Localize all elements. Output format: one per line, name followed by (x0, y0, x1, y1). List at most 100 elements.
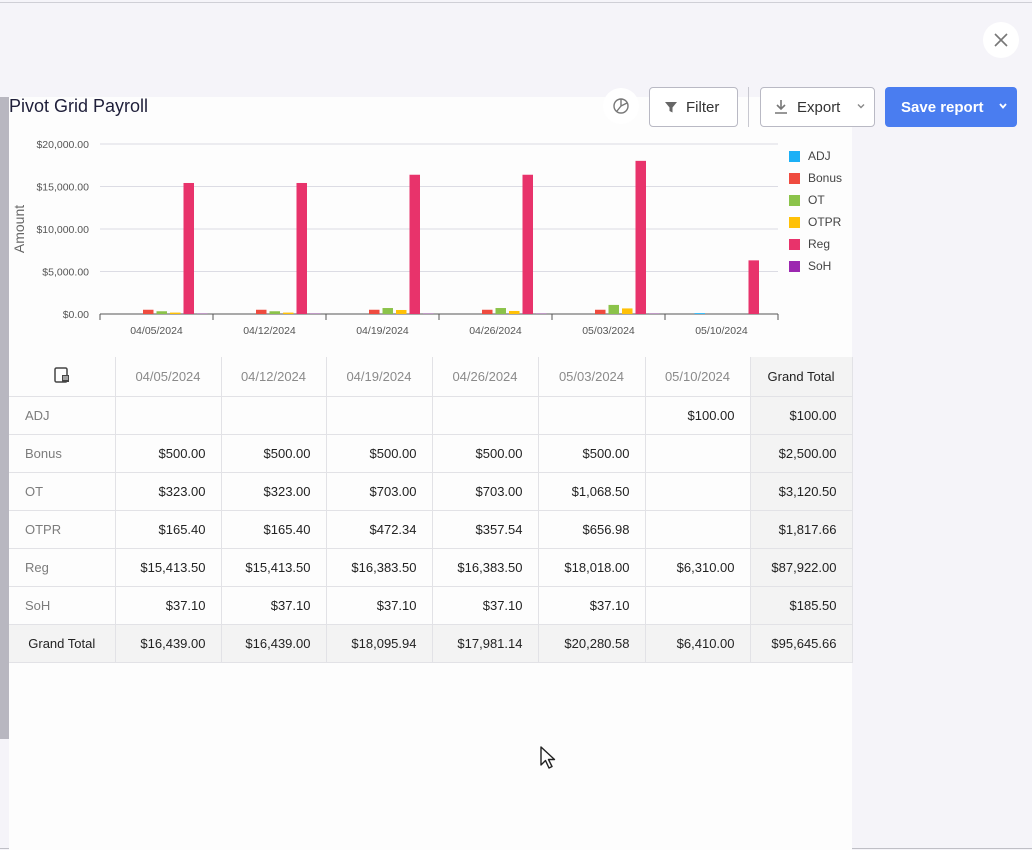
table-row: OTPR $165.40 $165.40 $472.34 $357.54 $656.98 $… (9, 509, 853, 549)
table-cell[interactable]: $500.00 (537, 433, 646, 473)
row-header[interactable]: Grand Total (9, 623, 116, 663)
table-cell[interactable]: $15,413.50 (220, 547, 327, 587)
column-header-grand-total[interactable]: Grand Total (749, 357, 853, 397)
grand-total-cell[interactable]: $185.50 (749, 585, 853, 625)
table-cell[interactable]: $500.00 (220, 433, 327, 473)
table-cell[interactable]: $16,439.00 (114, 623, 222, 663)
y-axis-title: Amount (11, 205, 27, 253)
column-header-date[interactable]: 04/19/2024 (325, 357, 433, 397)
pie-chart-icon (613, 98, 629, 114)
grand-total-cell[interactable]: $87,922.00 (749, 547, 853, 587)
filter-button[interactable]: Filter (649, 87, 738, 127)
table-cell[interactable]: $472.34 (325, 509, 433, 549)
table-cell[interactable]: $37.10 (431, 585, 539, 625)
row-header[interactable]: ADJ (9, 395, 116, 435)
table-cell[interactable]: $6,310.00 (644, 547, 751, 587)
grand-total-cell[interactable]: $1,817.66 (749, 509, 853, 549)
table-cell[interactable]: $703.00 (431, 471, 539, 511)
table-cell[interactable]: $500.00 (325, 433, 433, 473)
table-cell[interactable] (431, 395, 539, 435)
table-cell[interactable]: $656.98 (537, 509, 646, 549)
table-cell[interactable]: $1,068.50 (537, 471, 646, 511)
legend-label: Bonus (808, 171, 843, 185)
table-cell[interactable]: $16,383.50 (325, 547, 433, 587)
row-header[interactable]: Bonus (9, 433, 116, 473)
table-cell[interactable] (644, 433, 751, 473)
table-cell[interactable] (325, 395, 433, 435)
table-cell[interactable]: $703.00 (325, 471, 433, 511)
table-cell[interactable]: $100.00 (644, 395, 751, 435)
row-header[interactable]: OT (9, 471, 116, 511)
export-button[interactable]: Export (760, 87, 875, 127)
legend-item[interactable]: OT (789, 189, 842, 211)
y-tick-label: $20,000.00 (36, 139, 89, 151)
table-cell[interactable]: $6,410.00 (644, 623, 751, 663)
table-cell[interactable]: $357.54 (431, 509, 539, 549)
legend-item[interactable]: OTPR (789, 211, 842, 233)
table-cell[interactable]: $500.00 (431, 433, 539, 473)
chevron-down-icon[interactable] (998, 101, 1008, 111)
bar-bonus (595, 309, 606, 314)
grand-total-cell[interactable]: $100.00 (749, 395, 853, 435)
legend-item[interactable]: SoH (789, 255, 842, 277)
table-row: ADJ $100.00 $100.00 (9, 395, 853, 435)
mouse-cursor-icon (540, 746, 556, 769)
grand-total-cell[interactable]: $95,645.66 (749, 623, 853, 663)
row-header[interactable]: SoH (9, 585, 116, 625)
table-cell[interactable] (644, 509, 751, 549)
table-row: SoH $37.10 $37.10 $37.10 $37.10 $37.10 $185.50 (9, 585, 853, 625)
bar-otpr (396, 309, 407, 314)
row-header[interactable]: OTPR (9, 509, 116, 549)
table-cell[interactable]: $500.00 (114, 433, 222, 473)
toolbar-divider (748, 87, 749, 127)
table-cell[interactable]: $17,981.14 (431, 623, 539, 663)
table-cell[interactable]: $323.00 (114, 471, 222, 511)
column-header-date[interactable]: 05/10/2024 (644, 357, 751, 397)
legend-item[interactable]: ADJ (789, 145, 842, 167)
column-header-date[interactable]: 04/12/2024 (220, 357, 327, 397)
table-cell[interactable]: $37.10 (220, 585, 327, 625)
legend-label: OTPR (808, 215, 842, 229)
table-cell[interactable] (537, 395, 646, 435)
column-header-date[interactable]: 04/05/2024 (114, 357, 222, 397)
save-report-button[interactable]: Save report (885, 87, 1017, 127)
legend-item[interactable]: Reg (789, 233, 842, 255)
bar-bonus (369, 309, 380, 314)
legend-item[interactable]: Bonus (789, 167, 842, 189)
table-cell[interactable]: $20,280.58 (537, 623, 646, 663)
column-header-date[interactable]: 05/03/2024 (537, 357, 646, 397)
filter-icon (665, 102, 677, 113)
table-cell[interactable] (644, 585, 751, 625)
table-cell[interactable]: $37.10 (537, 585, 646, 625)
column-header-date[interactable]: 04/26/2024 (431, 357, 539, 397)
bar-reg (522, 174, 533, 314)
table-cell[interactable]: $165.40 (220, 509, 327, 549)
table-cell[interactable]: $18,095.94 (325, 623, 433, 663)
table-cell[interactable]: $15,413.50 (114, 547, 222, 587)
table-cell[interactable]: $16,383.50 (431, 547, 539, 587)
table-cell[interactable] (220, 395, 327, 435)
bar-otpr (283, 312, 294, 314)
export-label: Export (797, 98, 841, 116)
grand-total-cell[interactable]: $2,500.00 (749, 433, 853, 473)
legend-swatch (789, 194, 800, 206)
table-cell[interactable] (644, 471, 751, 511)
grand-total-cell[interactable]: $3,120.50 (749, 471, 853, 511)
row-header[interactable]: Reg (9, 547, 116, 587)
bar-ot (495, 308, 506, 314)
bar-otpr (509, 310, 520, 314)
table-cell[interactable]: $323.00 (220, 471, 327, 511)
table-cell[interactable]: $37.10 (114, 585, 222, 625)
bar-ot (608, 304, 619, 314)
table-cell[interactable]: $37.10 (325, 585, 433, 625)
table-cell[interactable] (114, 395, 222, 435)
x-tick-label: 04/05/2024 (130, 325, 183, 337)
top-border (0, 2, 1032, 3)
panel-scrollbar[interactable] (0, 97, 9, 739)
close-button[interactable] (983, 22, 1019, 58)
field-list-button[interactable] (9, 357, 116, 397)
table-cell[interactable]: $16,439.00 (220, 623, 327, 663)
table-cell[interactable]: $18,018.00 (537, 547, 646, 587)
table-cell[interactable]: $165.40 (114, 509, 222, 549)
chart-toggle-button[interactable] (603, 88, 639, 124)
